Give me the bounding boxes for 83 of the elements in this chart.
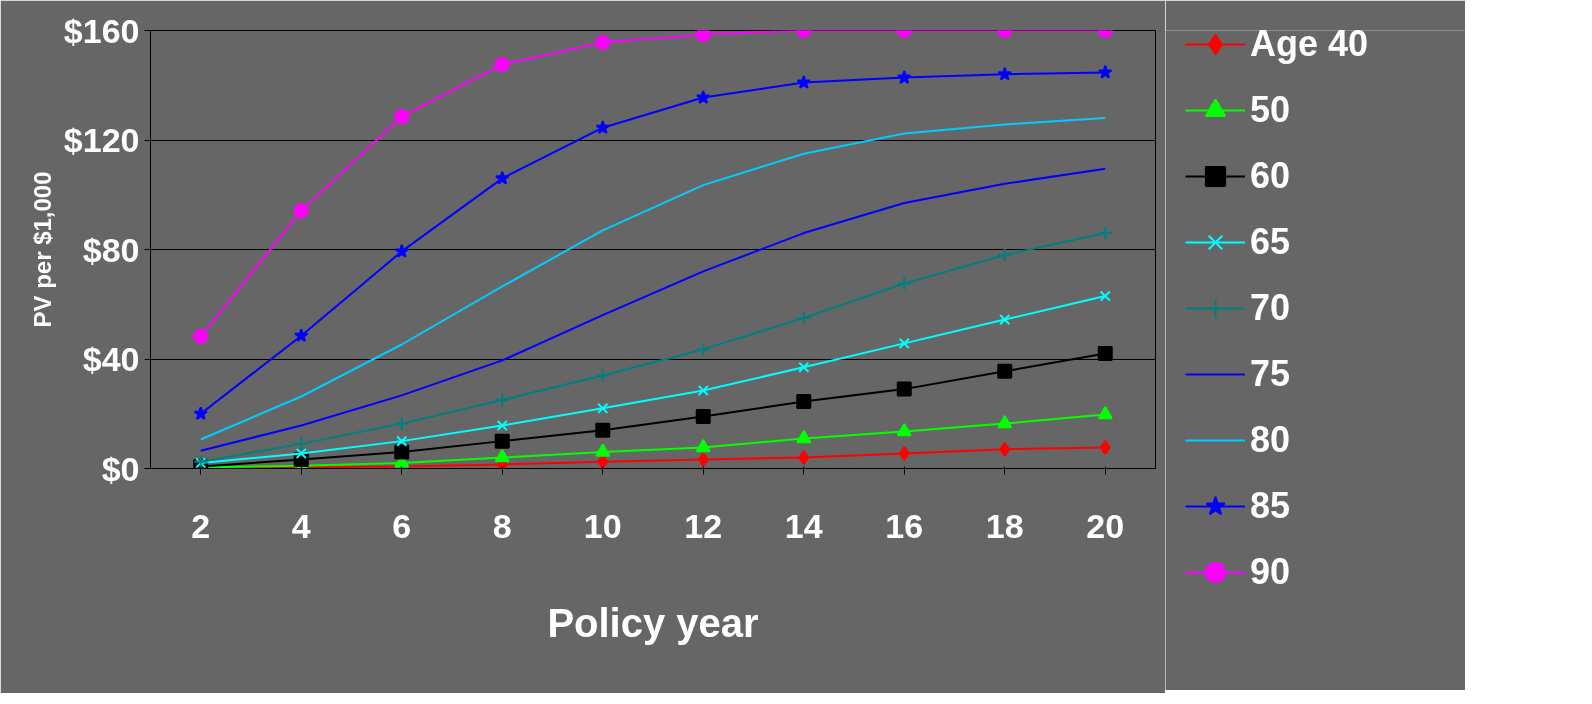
point — [1099, 290, 1111, 302]
point — [796, 75, 811, 89]
point — [697, 384, 709, 397]
point — [595, 422, 611, 438]
point — [796, 310, 812, 326]
x-tick-label: 2 — [191, 506, 211, 545]
x-tick-label: 20 — [1086, 506, 1125, 545]
point — [796, 393, 812, 409]
point — [896, 275, 912, 291]
x-tick-label: 8 — [492, 506, 512, 545]
point — [293, 436, 309, 452]
legend-label: 70 — [1250, 286, 1291, 330]
legend-label: 50 — [1250, 88, 1291, 132]
point — [295, 447, 307, 460]
point — [1097, 225, 1113, 241]
point — [494, 449, 510, 463]
point — [193, 329, 209, 345]
point — [595, 443, 611, 457]
point — [293, 203, 309, 219]
legend-label: 90 — [1250, 550, 1291, 594]
point — [294, 328, 309, 342]
point — [999, 313, 1011, 326]
point — [495, 170, 510, 185]
point — [696, 90, 711, 104]
line-series — [199, 117, 1107, 441]
point — [595, 120, 610, 134]
point — [798, 361, 810, 373]
point — [695, 341, 711, 357]
point — [896, 381, 912, 397]
point — [496, 419, 508, 432]
line-series — [199, 167, 1107, 452]
point — [396, 435, 408, 447]
point — [999, 441, 1011, 457]
point — [897, 70, 912, 84]
point — [1097, 406, 1113, 420]
point — [695, 438, 711, 453]
point — [695, 30, 711, 43]
point — [997, 247, 1013, 263]
point — [798, 450, 810, 466]
point — [898, 337, 910, 349]
x-tick-label: 4 — [291, 506, 311, 545]
y-tick-label: $120 — [63, 121, 140, 159]
y-tick-label: $80 — [82, 230, 140, 269]
y-tick-label: $40 — [82, 340, 140, 378]
x-tick-label: 6 — [392, 506, 412, 545]
legend-label: Age 40 — [1250, 22, 1369, 66]
x-tick-label: 10 — [583, 506, 622, 545]
point — [796, 429, 812, 444]
y-axis-title: PV per $1,000 — [28, 171, 56, 328]
point — [394, 109, 410, 125]
x-tick-label: 16 — [885, 506, 924, 545]
point — [193, 406, 208, 421]
point — [494, 433, 510, 449]
x-tick-label: 18 — [985, 506, 1024, 545]
point — [394, 243, 409, 258]
point — [394, 416, 410, 432]
x-tick-label: 14 — [784, 506, 823, 545]
y-tick-label: $160 — [63, 11, 140, 50]
point — [997, 66, 1012, 81]
point — [1097, 346, 1113, 362]
legend-label: 65 — [1250, 220, 1291, 264]
legend-label: 75 — [1250, 352, 1291, 396]
point — [494, 56, 510, 72]
point — [597, 454, 609, 469]
point — [595, 367, 611, 383]
point — [997, 415, 1013, 429]
point — [394, 444, 410, 460]
point — [697, 451, 709, 467]
point — [896, 423, 912, 437]
point — [695, 408, 711, 424]
x-axis-title: Policy year — [547, 600, 759, 645]
legend-label: 80 — [1250, 418, 1291, 462]
point — [595, 35, 611, 51]
x-tick-label: 12 — [684, 506, 723, 545]
point — [597, 402, 609, 414]
point — [997, 363, 1013, 379]
point — [1098, 64, 1113, 79]
y-tick-label: $0 — [101, 449, 140, 488]
legend-label: 60 — [1250, 154, 1291, 198]
legend-label: 85 — [1250, 484, 1291, 528]
point — [1099, 439, 1111, 455]
point — [898, 445, 910, 461]
point — [494, 392, 510, 408]
